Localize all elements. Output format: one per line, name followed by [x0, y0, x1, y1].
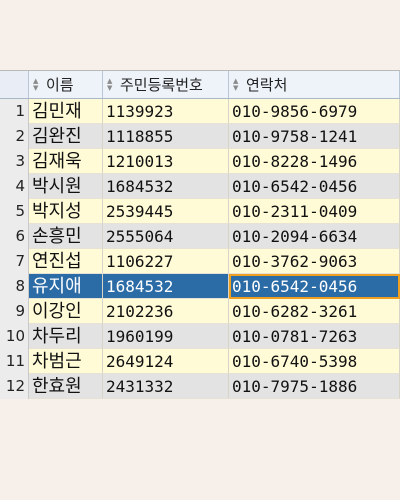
name-cell[interactable]: 이강인: [29, 299, 103, 324]
table-row[interactable]: 9 이강인 2102236 010-6282-3261: [0, 299, 400, 324]
row-number: 2: [0, 124, 29, 149]
table-row[interactable]: 4 박시원 1684532 010-6542-0456: [0, 174, 400, 199]
name-cell[interactable]: 한효원: [29, 374, 103, 399]
phone-cell[interactable]: 010-0781-7263: [229, 324, 400, 349]
phone-cell[interactable]: 010-9758-1241: [229, 124, 400, 149]
row-number: 5: [0, 199, 29, 224]
resident-number-cell[interactable]: 2431332: [103, 374, 229, 399]
name-cell[interactable]: 손흥민: [29, 224, 103, 249]
table-row[interactable]: 11 차범근 2649124 010-6740-5398: [0, 349, 400, 374]
column-header-label: 연락처: [246, 76, 288, 94]
phone-cell[interactable]: 010-2094-6634: [229, 224, 400, 249]
row-number: 9: [0, 299, 29, 324]
phone-cell[interactable]: 010-6542-0456: [229, 274, 400, 299]
table-row[interactable]: 2 김완진 1118855 010-9758-1241: [0, 124, 400, 149]
row-number: 1: [0, 99, 29, 124]
resident-number-cell[interactable]: 1210013: [103, 149, 229, 174]
phone-cell[interactable]: 010-7975-1886: [229, 374, 400, 399]
row-number: 4: [0, 174, 29, 199]
table-row[interactable]: 7 연진섭 1106227 010-3762-9063: [0, 249, 400, 274]
name-cell[interactable]: 박시원: [29, 174, 103, 199]
column-header-label: 이름: [46, 76, 74, 94]
column-header-resident-number[interactable]: ▲ ▼ 주민등록번호: [103, 71, 229, 98]
table-row[interactable]: 10 차두리 1960199 010-0781-7263: [0, 324, 400, 349]
empty-area: [0, 430, 400, 500]
row-number: 6: [0, 224, 29, 249]
resident-number-cell[interactable]: 1139923: [103, 99, 229, 124]
name-cell[interactable]: 김민재: [29, 99, 103, 124]
phone-cell[interactable]: 010-8228-1496: [229, 149, 400, 174]
name-cell[interactable]: 김완진: [29, 124, 103, 149]
phone-cell[interactable]: 010-6282-3261: [229, 299, 400, 324]
resident-number-cell[interactable]: 2539445: [103, 199, 229, 224]
resident-number-cell[interactable]: 1960199: [103, 324, 229, 349]
result-grid[interactable]: ▲ ▼ 이름 ▲ ▼ 주민등록번호 ▲ ▼ 연락처 1 김민재 1139923 010-98…: [0, 70, 400, 399]
column-header-contact[interactable]: ▲ ▼ 연락처: [229, 71, 400, 98]
row-number: 10: [0, 324, 29, 349]
name-cell[interactable]: 유지애: [29, 274, 103, 299]
resident-number-cell[interactable]: 1684532: [103, 274, 229, 299]
resident-number-cell[interactable]: 1118855: [103, 124, 229, 149]
phone-cell[interactable]: 010-9856-6979: [229, 99, 400, 124]
table-row[interactable]: 3 김재욱 1210013 010-8228-1496: [0, 149, 400, 174]
grid-header: ▲ ▼ 이름 ▲ ▼ 주민등록번호 ▲ ▼ 연락처: [0, 71, 400, 99]
phone-cell[interactable]: 010-3762-9063: [229, 249, 400, 274]
grid-body: 1 김민재 1139923 010-9856-6979 2 김완진 1118855 010-9…: [0, 99, 400, 399]
phone-cell[interactable]: 010-6740-5398: [229, 349, 400, 374]
row-number-header: [0, 71, 29, 98]
table-row[interactable]: 6 손흥민 2555064 010-2094-6634: [0, 224, 400, 249]
name-cell[interactable]: 연진섭: [29, 249, 103, 274]
phone-cell[interactable]: 010-6542-0456: [229, 174, 400, 199]
table-row[interactable]: 1 김민재 1139923 010-9856-6979: [0, 99, 400, 124]
sort-arrows-icon[interactable]: ▲ ▼: [107, 76, 113, 92]
resident-number-cell[interactable]: 1684532: [103, 174, 229, 199]
name-cell[interactable]: 차범근: [29, 349, 103, 374]
sort-arrows-icon[interactable]: ▲ ▼: [233, 76, 239, 92]
row-number: 8: [0, 274, 29, 299]
table-row[interactable]: 12 한효원 2431332 010-7975-1886: [0, 374, 400, 399]
name-cell[interactable]: 차두리: [29, 324, 103, 349]
table-row[interactable]: 8 유지애 1684532 010-6542-0456: [0, 274, 400, 299]
phone-cell[interactable]: 010-2311-0409: [229, 199, 400, 224]
row-number: 11: [0, 349, 29, 374]
resident-number-cell[interactable]: 2102236: [103, 299, 229, 324]
resident-number-cell[interactable]: 1106227: [103, 249, 229, 274]
sort-arrows-icon[interactable]: ▲ ▼: [33, 76, 39, 92]
table-row[interactable]: 5 박지성 2539445 010-2311-0409: [0, 199, 400, 224]
row-number: 3: [0, 149, 29, 174]
row-number: 12: [0, 374, 29, 399]
name-cell[interactable]: 김재욱: [29, 149, 103, 174]
resident-number-cell[interactable]: 2555064: [103, 224, 229, 249]
name-cell[interactable]: 박지성: [29, 199, 103, 224]
column-header-name[interactable]: ▲ ▼ 이름: [29, 71, 103, 98]
row-number: 7: [0, 249, 29, 274]
column-header-label: 주민등록번호: [120, 76, 203, 94]
resident-number-cell[interactable]: 2649124: [103, 349, 229, 374]
